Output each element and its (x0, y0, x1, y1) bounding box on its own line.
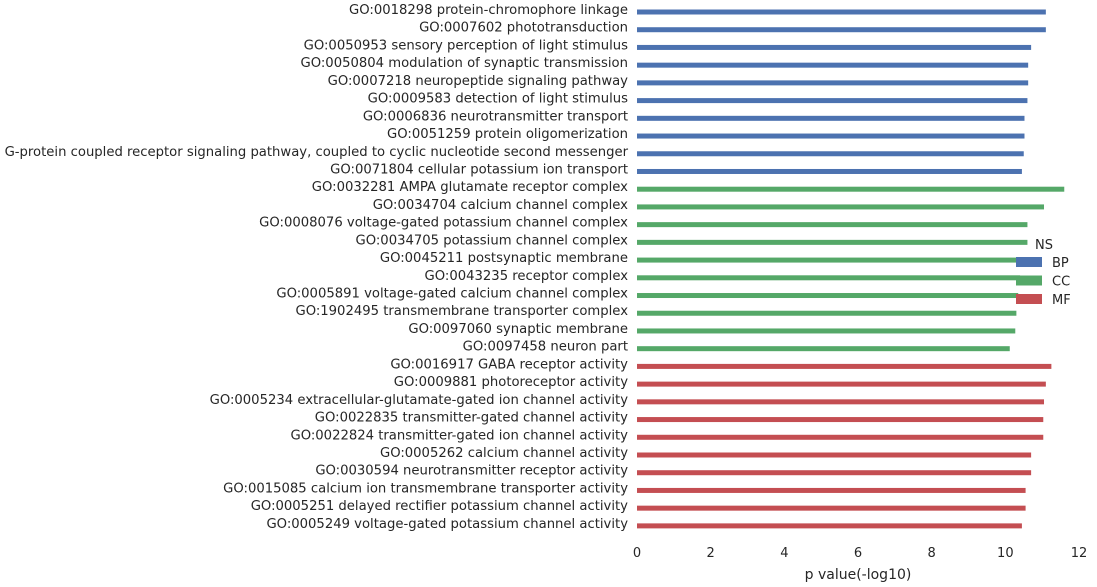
category-label: GO:0097060 synaptic membrane (408, 322, 628, 337)
bar-mf (637, 487, 1026, 493)
bar-bp (637, 115, 1025, 121)
category-label: GO:0071804 cellular potassium ion transp… (330, 162, 628, 177)
category-label: GO:0050953 sensory perception of light s… (304, 38, 628, 53)
bar-cc (637, 346, 1010, 352)
category-label: GO:0006836 neurotransmitter transport (363, 109, 628, 124)
bar-bp (637, 9, 1046, 15)
bars-layer (637, 9, 1065, 529)
x-tick-label: 6 (854, 546, 862, 561)
category-label: GO:0030594 neurotransmitter receptor act… (315, 464, 628, 479)
bar-cc (637, 222, 1028, 228)
x-tick-label: 8 (928, 546, 936, 561)
bar-bp (637, 80, 1029, 86)
category-label: GO:0034704 calcium channel complex (373, 198, 628, 213)
bar-bp (637, 62, 1029, 68)
category-label: GO:1902495 transmembrane transporter com… (295, 304, 628, 319)
category-label: GO:0016917 GABA receptor activity (390, 357, 628, 372)
bar-bp (637, 151, 1024, 157)
category-label: GO:0005234 extracellular-glutamate-gated… (210, 393, 629, 408)
bar-cc (637, 293, 1019, 299)
x-tick-label: 0 (633, 546, 641, 561)
category-labels-layer: GO:0018298 protein-chromophore linkage GO… (0, 3, 629, 532)
category-label: GO:0043235 receptor complex (425, 269, 629, 284)
legend-title: NS (1035, 238, 1053, 253)
category-label: GO:0097458 neuron part (463, 340, 628, 355)
category-label: GO:0009881 photoreceptor activity (394, 375, 628, 390)
category-label: GO:0007187 G-protein coupled receptor si… (0, 145, 629, 160)
category-label: GO:0008076 voltage-gated potassium chann… (259, 216, 628, 231)
bar-mf (637, 417, 1044, 423)
legend-label-mf: MF (1052, 293, 1071, 308)
legend-label-cc: CC (1052, 275, 1070, 290)
x-tick-label: 2 (707, 546, 715, 561)
category-label: GO:0007602 phototransduction (419, 21, 628, 36)
category-label: GO:0015085 calcium ion transmembrane tra… (223, 481, 628, 496)
bar-bp (637, 98, 1028, 104)
category-label: GO:0045211 postsynaptic membrane (380, 251, 628, 266)
x-tick-label: 12 (1071, 546, 1088, 561)
category-label: GO:0051259 protein oligomerization (387, 127, 628, 142)
bar-cc (637, 275, 1021, 281)
category-label: GO:0005262 calcium channel activity (380, 446, 628, 461)
bar-mf (637, 399, 1045, 405)
bar-mf (637, 470, 1032, 476)
bar-cc (637, 310, 1017, 316)
bar-cc (637, 186, 1065, 192)
category-label: GO:0034705 potassium channel complex (356, 233, 629, 248)
bar-cc (637, 204, 1045, 210)
x-tick-label: 4 (780, 546, 788, 561)
legend-swatch-cc (1016, 275, 1042, 286)
bar-cc (637, 239, 1028, 245)
legend: NS BP CC MF (1016, 238, 1071, 308)
x-tick-label: 10 (997, 546, 1014, 561)
bar-bp (637, 27, 1046, 33)
category-label: GO:0050804 modulation of synaptic transm… (301, 56, 629, 71)
category-label: GO:0005251 delayed rectifier potassium c… (251, 499, 628, 514)
bar-cc (637, 257, 1024, 263)
bar-mf (637, 363, 1052, 369)
x-axis-title: p value(-log10) (805, 567, 912, 583)
bar-mf (637, 505, 1026, 511)
bar-cc (637, 328, 1016, 334)
category-label: GO:0022824 transmitter-gated ion channel… (290, 428, 628, 443)
category-label: GO:0009583 detection of light stimulus (368, 92, 628, 107)
legend-label-bp: BP (1052, 256, 1069, 271)
category-label: GO:0022835 transmitter-gated channel act… (315, 411, 628, 426)
category-label: GO:0005891 voltage-gated calcium channel… (276, 287, 628, 302)
bar-mf (637, 452, 1032, 458)
bar-mf (637, 434, 1044, 440)
category-label: GO:0018298 protein-chromophore linkage (349, 3, 628, 18)
category-label: GO:0032281 AMPA glutamate receptor compl… (312, 180, 628, 195)
bar-bp (637, 133, 1025, 139)
legend-swatch-bp (1016, 257, 1042, 267)
legend-swatch-mf (1016, 294, 1042, 304)
category-label: GO:0005249 voltage-gated potassium chann… (266, 517, 628, 532)
bar-mf (637, 523, 1022, 529)
x-axis-ticks: 0 2 4 6 8 10 12 (633, 546, 1087, 561)
bar-mf (637, 381, 1046, 387)
bar-bp (637, 168, 1022, 174)
category-label: GO:0007218 neuropeptide signaling pathwa… (328, 74, 629, 89)
bar-bp (637, 44, 1032, 50)
